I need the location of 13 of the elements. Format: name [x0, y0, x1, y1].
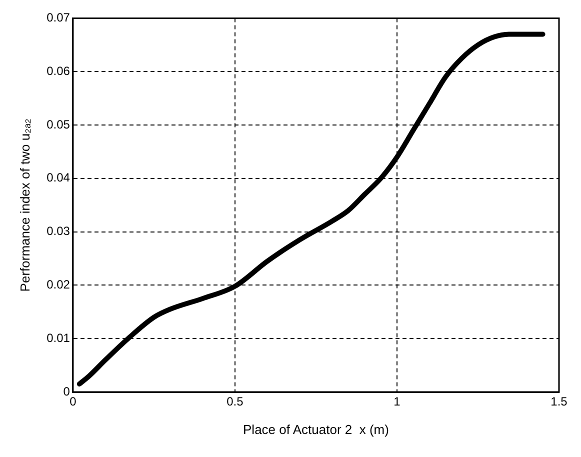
y-tick-label: 0.04 [46, 170, 70, 185]
y-tick-label: 0.02 [46, 278, 70, 292]
x-tick-label: 1.5 [550, 394, 568, 409]
y-tick-label: 0.01 [46, 330, 70, 345]
y-tick-label: 0.06 [46, 64, 70, 78]
y-axis-title: Performance index of two u₂ₐ₂ [17, 118, 32, 292]
x-tick-label: 1 [394, 394, 401, 409]
y-tick-label: 0.07 [46, 10, 70, 25]
y-tick-label: 0.03 [46, 224, 70, 238]
y-tick-label: 0 [63, 384, 70, 398]
x-tick-label: 0.5 [226, 394, 244, 409]
x-axis-title: Place of Actuator 2 x (m) [243, 422, 389, 437]
y-tick-label: 0.05 [46, 117, 70, 132]
